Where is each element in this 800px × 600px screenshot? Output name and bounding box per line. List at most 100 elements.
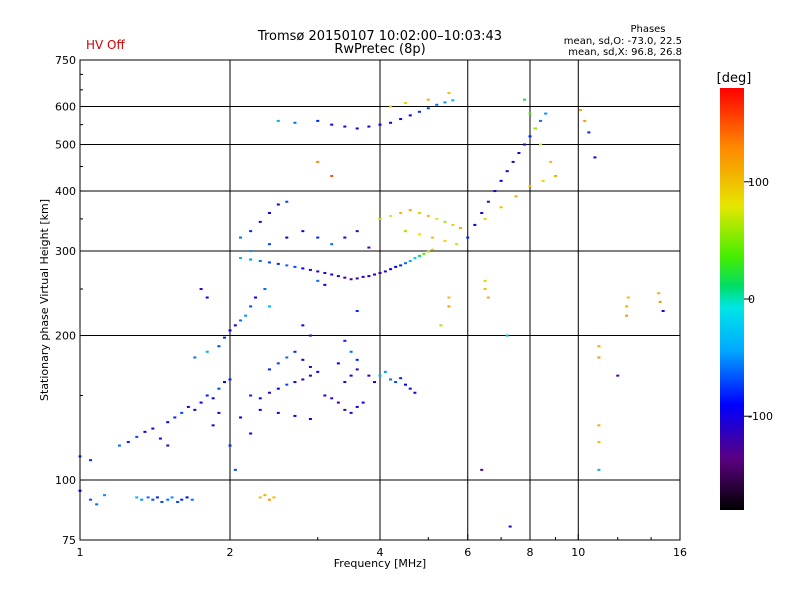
data-point (301, 230, 305, 233)
data-point (258, 408, 262, 411)
data-point (205, 394, 209, 397)
data-point (528, 184, 532, 187)
x-tick-label: 8 (527, 546, 534, 559)
data-point (447, 92, 451, 95)
data-point (89, 498, 93, 501)
data-point (151, 498, 155, 501)
data-point (378, 374, 382, 377)
data-point (146, 496, 150, 499)
data-point (426, 107, 430, 110)
data-point (583, 119, 587, 122)
data-point (343, 125, 347, 128)
data-point (170, 496, 174, 499)
data-point (301, 267, 305, 270)
data-point (587, 131, 591, 134)
data-point (528, 135, 532, 138)
data-point (447, 296, 451, 299)
y-axis-ticks: 75 100 200 300 400 500 600 750 (55, 54, 86, 547)
data-point (597, 424, 601, 427)
data-point (267, 243, 271, 246)
data-point (597, 356, 601, 359)
data-point (343, 408, 347, 411)
data-point (403, 262, 407, 265)
data-point (193, 356, 197, 359)
data-point (343, 339, 347, 342)
data-point (361, 401, 365, 404)
data-point (511, 160, 515, 163)
data-point (417, 212, 421, 215)
data-point (480, 468, 484, 471)
data-point (308, 268, 312, 271)
data-point (285, 236, 289, 239)
data-point (661, 309, 665, 312)
data-point (394, 381, 398, 384)
data-point (239, 257, 243, 260)
data-point (190, 498, 194, 501)
data-point (249, 258, 253, 261)
data-point (330, 243, 334, 246)
data-point (625, 314, 629, 317)
data-point (403, 230, 407, 233)
data-point (493, 190, 497, 193)
data-point (541, 179, 545, 182)
data-point (399, 377, 403, 380)
data-point (473, 223, 477, 226)
data-point (249, 394, 253, 397)
phases-title: Phases (630, 24, 665, 35)
data-point (186, 405, 190, 408)
data-point (316, 119, 320, 122)
y-tick-label: 100 (55, 474, 76, 487)
data-point (355, 358, 359, 361)
data-point (223, 381, 227, 384)
data-point (323, 271, 327, 274)
data-points (78, 92, 665, 528)
data-point (249, 305, 253, 308)
colorbar-label: [deg] (717, 71, 752, 86)
data-point (625, 305, 629, 308)
y-tick-label: 200 (55, 330, 76, 343)
data-point (517, 152, 521, 155)
data-point (657, 292, 661, 295)
data-point (435, 217, 439, 220)
data-point (523, 143, 527, 146)
data-point (343, 236, 347, 239)
data-point (367, 275, 371, 278)
data-point (389, 268, 393, 271)
data-point (458, 227, 462, 230)
chart-title: Tromsø 20150107 10:02:00–10:03:43 (257, 29, 502, 44)
data-point (499, 179, 503, 182)
data-point (267, 498, 271, 501)
data-point (394, 265, 398, 268)
data-point (367, 246, 371, 249)
data-point (539, 143, 543, 146)
data-point (166, 444, 170, 447)
data-point (228, 329, 232, 332)
data-point (239, 319, 243, 322)
data-point (355, 368, 359, 371)
data-point (228, 378, 232, 381)
data-point (258, 220, 262, 223)
phases-o-stats: mean, sd,O: -73.0, 22.5 (564, 36, 682, 47)
data-point (443, 101, 447, 104)
data-point (597, 468, 601, 471)
x-tick-label: 6 (464, 546, 471, 559)
data-point (263, 288, 267, 291)
data-point (483, 279, 487, 282)
data-point (316, 160, 320, 163)
data-point (228, 444, 232, 447)
data-point (117, 444, 121, 447)
data-point (193, 408, 197, 411)
data-point (199, 401, 203, 404)
data-point (180, 411, 184, 414)
x-tick-label: 10 (571, 546, 585, 559)
data-point (355, 405, 359, 408)
data-point (336, 275, 340, 278)
data-point (435, 103, 439, 106)
phases-x-stats: mean, sd,X: 96.8, 26.8 (568, 47, 682, 58)
data-point (276, 119, 280, 122)
data-point (330, 273, 334, 276)
data-point (166, 498, 170, 501)
colorbar-tick-label: 0 (748, 293, 755, 306)
data-point (301, 378, 305, 381)
data-point (514, 195, 518, 198)
